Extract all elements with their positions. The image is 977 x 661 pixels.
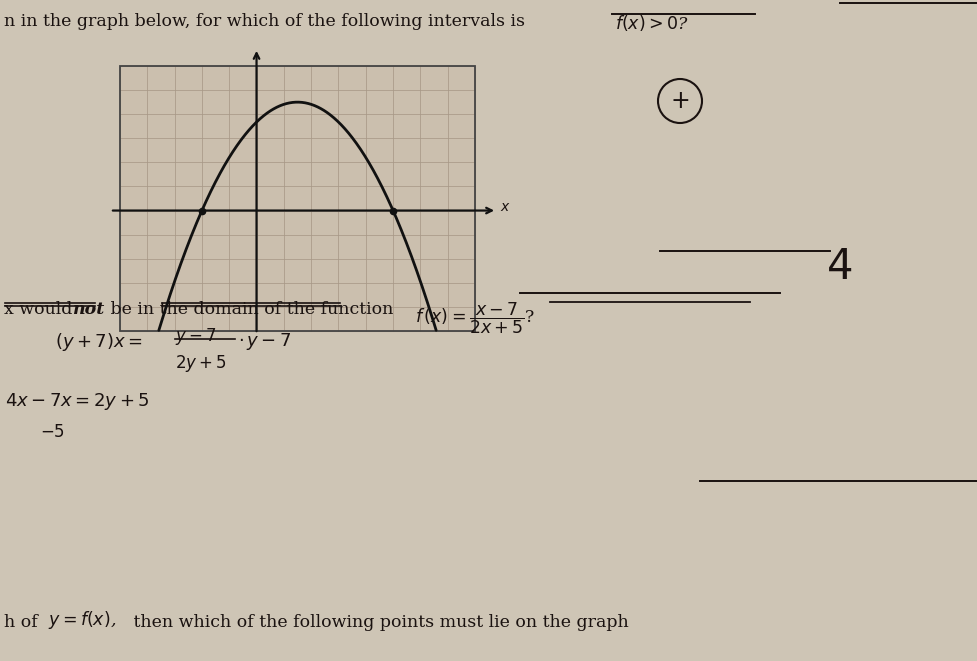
Text: n in the graph below, for which of the following intervals is: n in the graph below, for which of the f…	[4, 13, 525, 30]
Text: $f\,(x)=\dfrac{x-7}{2x+5}$?: $f\,(x)=\dfrac{x-7}{2x+5}$?	[414, 301, 534, 336]
Text: h of: h of	[4, 614, 43, 631]
Text: $4x-7x=2y+5$: $4x-7x=2y+5$	[5, 391, 149, 412]
Text: be in the domain of the function: be in the domain of the function	[105, 301, 393, 318]
Bar	[120, 66, 475, 331]
Text: then which of the following points must lie on the graph: then which of the following points must …	[128, 614, 628, 631]
Text: $\cdot\, y-7$: $\cdot\, y-7$	[237, 331, 291, 352]
Text: not: not	[72, 301, 105, 318]
Text: 4: 4	[826, 246, 852, 288]
Bar	[120, 66, 475, 331]
Text: x would: x would	[4, 301, 78, 318]
Text: $f(x)>0$?: $f(x)>0$?	[615, 13, 688, 33]
Text: $-5$: $-5$	[40, 423, 64, 441]
Text: +: +	[669, 89, 689, 113]
Text: $y=f(x)$,: $y=f(x)$,	[48, 609, 116, 631]
Text: $(y+7)x=$: $(y+7)x=$	[55, 331, 143, 353]
Text: $2y+5$: $2y+5$	[175, 353, 227, 374]
Text: x: x	[499, 200, 508, 214]
Text: $y-7$: $y-7$	[175, 326, 217, 347]
